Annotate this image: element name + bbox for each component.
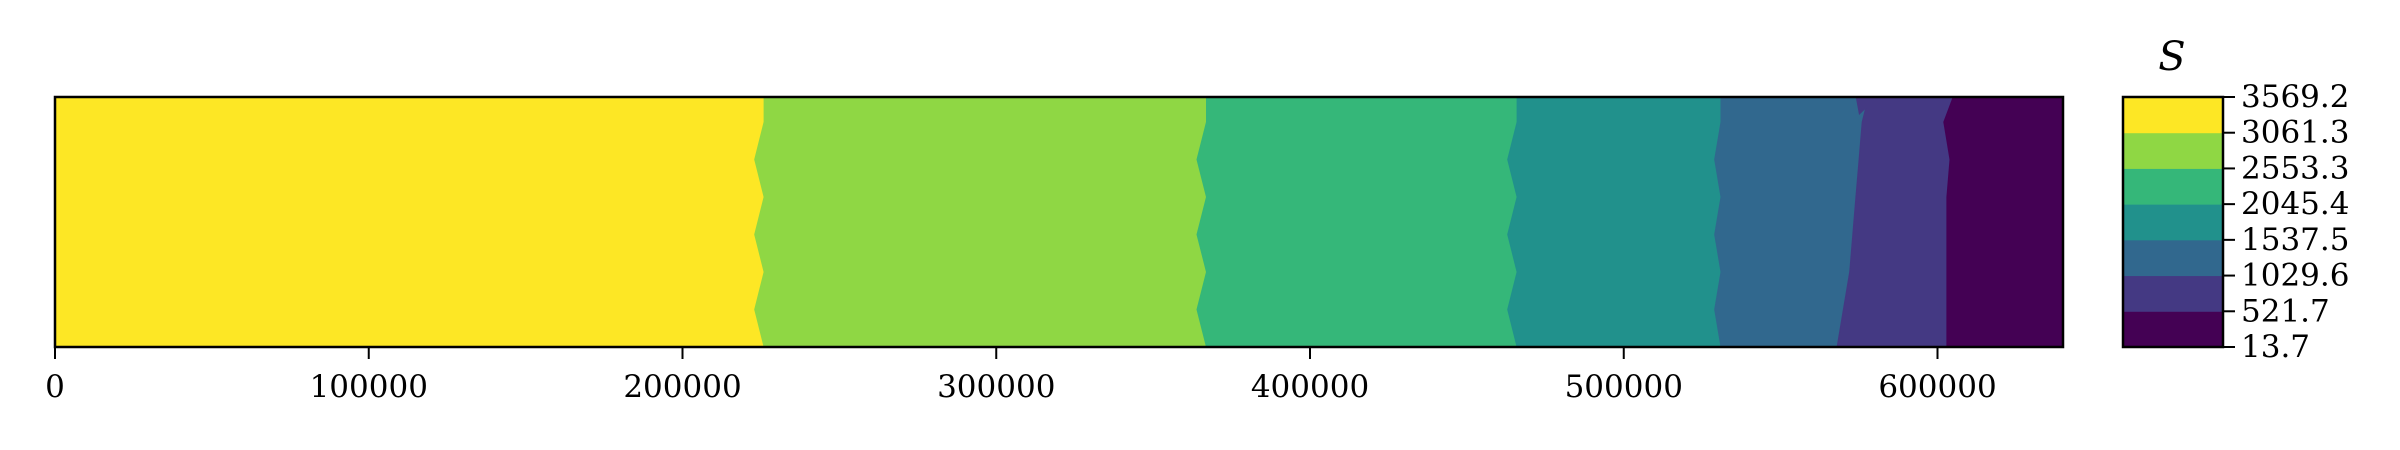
colorbar-swatch xyxy=(2123,132,2223,169)
contour-band-6 xyxy=(54,96,765,348)
x-tick-label: 0 xyxy=(45,369,65,405)
colorbar-tick-label: 2553.3 xyxy=(2241,150,2349,186)
x-tick-label: 600000 xyxy=(1878,369,1996,405)
colorbar-swatch xyxy=(2123,275,2223,312)
colorbar-swatch xyxy=(2123,97,2223,134)
contour-band-5 xyxy=(754,96,1208,348)
colorbar-tick-label: 1029.6 xyxy=(2241,258,2349,294)
colorbar-swatch xyxy=(2123,204,2223,241)
x-tick-label: 200000 xyxy=(623,369,741,405)
colorbar-swatch xyxy=(2123,239,2223,277)
colorbar-title: S xyxy=(2158,34,2185,80)
contour-plot-area xyxy=(54,96,2064,348)
colorbar-tick-label: 3569.2 xyxy=(2241,79,2349,115)
colorbar-frame xyxy=(2121,95,2225,349)
colorbar-tick-label: 3061.3 xyxy=(2241,115,2349,151)
plot-frame xyxy=(53,95,2065,349)
x-axis: 0 100000 200000 300000 400000 500000 600000 xyxy=(45,347,1997,405)
x-tick-label: 100000 xyxy=(310,369,428,405)
contour-band-4 xyxy=(1196,96,1518,348)
colorbar-tick-label: 1537.5 xyxy=(2241,222,2349,258)
contour-notch xyxy=(1855,98,1875,115)
x-tick-label: 500000 xyxy=(1565,369,1683,405)
x-tick-label: 400000 xyxy=(1251,369,1369,405)
colorbar-tick-label: 2045.4 xyxy=(2241,186,2349,222)
x-tick-label: 300000 xyxy=(937,369,1055,405)
colorbar-swatch xyxy=(2123,311,2223,348)
colorbar xyxy=(2123,97,2223,348)
colorbar-tick-label: 13.7 xyxy=(2241,329,2310,365)
contour-band-3 xyxy=(1507,96,1722,348)
contour-band-0 xyxy=(1943,96,2064,348)
colorbar-swatch xyxy=(2123,168,2223,205)
colorbar-ticks: 13.7521.71029.61537.52045.42553.33061.33… xyxy=(2223,79,2349,365)
colorbar-tick-label: 521.7 xyxy=(2241,293,2330,329)
